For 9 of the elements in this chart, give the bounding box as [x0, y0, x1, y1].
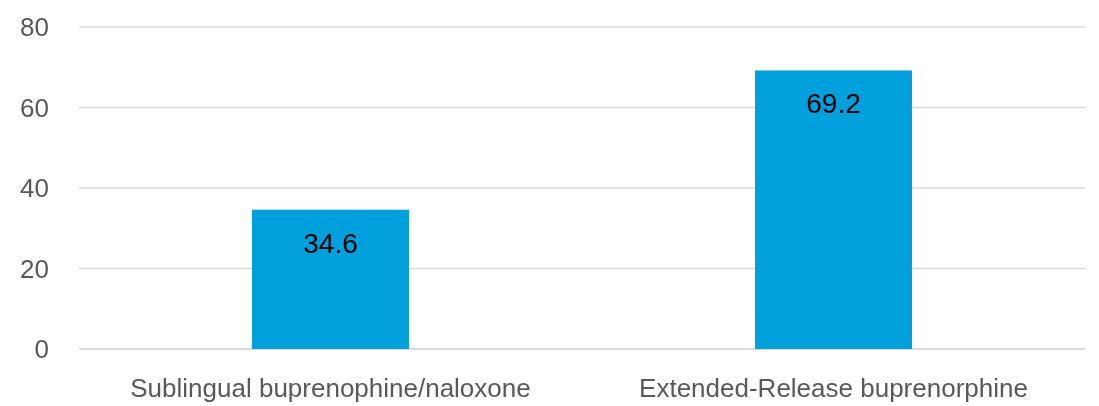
x-tick-label: Extended-Release buprenorphine [639, 373, 1028, 403]
y-tick-label: 80 [20, 12, 49, 43]
data-label: 34.6 [303, 227, 358, 259]
y-tick-label: 20 [20, 253, 49, 284]
x-tick-label: Sublingual buprenophine/naloxone [130, 373, 531, 403]
y-tick-label: 0 [34, 334, 49, 365]
y-tick-label: 60 [20, 92, 49, 123]
data-label: 69.2 [806, 88, 861, 120]
y-tick-label: 40 [20, 173, 49, 204]
